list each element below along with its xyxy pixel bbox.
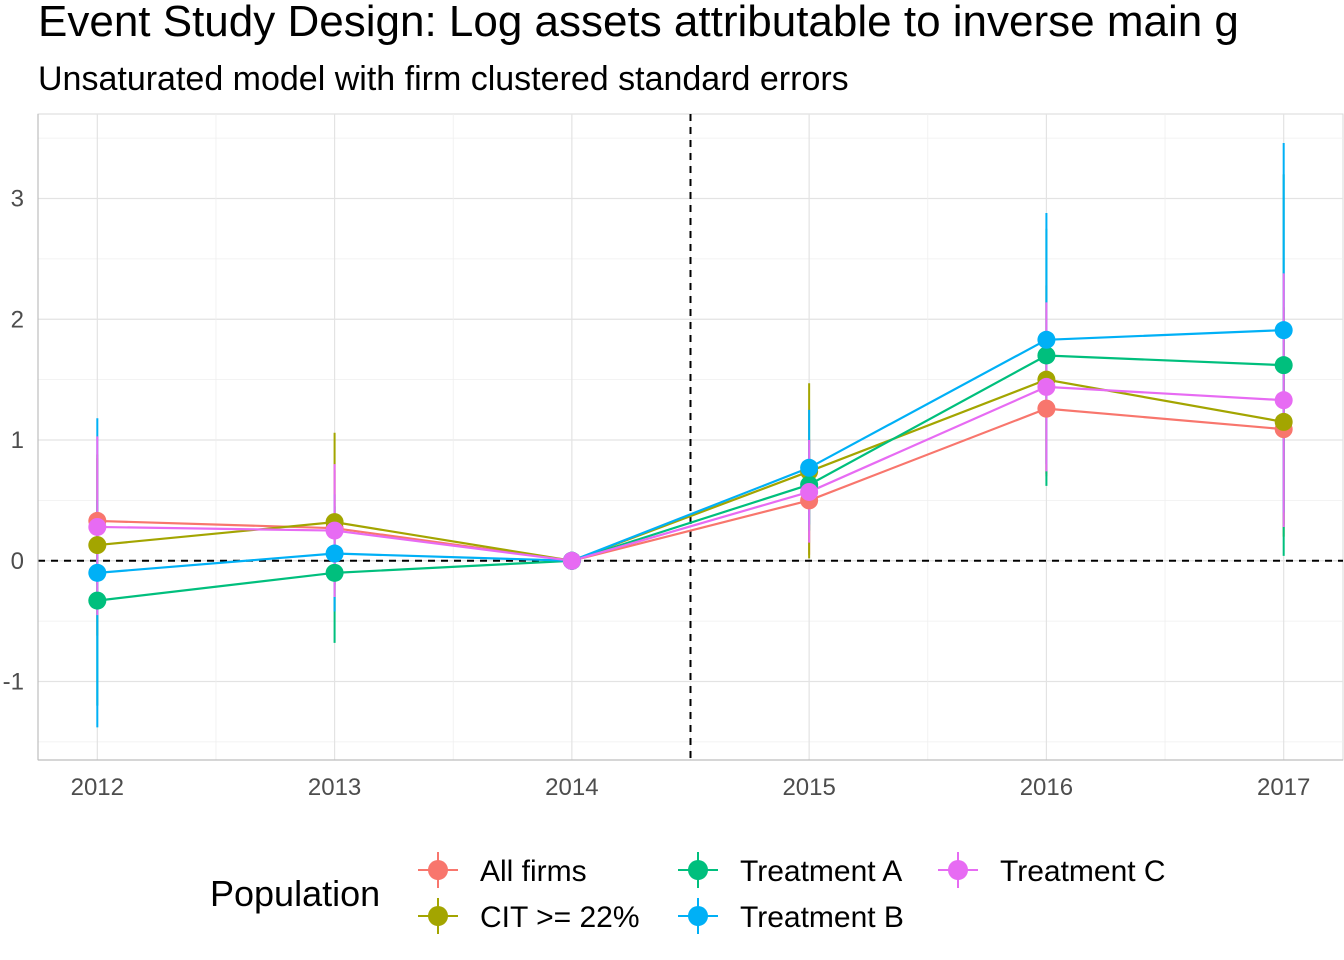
x-tick-label: 2013 xyxy=(308,774,361,801)
data-point xyxy=(1274,412,1293,431)
data-point xyxy=(1274,391,1293,410)
legend-label: Treatment C xyxy=(1000,855,1166,888)
legend-key-point xyxy=(688,860,708,880)
legend-item: Treatment B xyxy=(678,898,904,934)
legend-key-point xyxy=(428,906,448,926)
legend-item: All firms xyxy=(418,852,587,888)
x-tick-label: 2014 xyxy=(545,774,598,801)
y-tick-label: 3 xyxy=(11,186,24,213)
data-point xyxy=(325,521,344,540)
data-point xyxy=(1037,346,1056,365)
x-tick-label: 2012 xyxy=(71,774,124,801)
series-line xyxy=(97,385,1284,562)
legend-label: CIT >= 22% xyxy=(480,901,640,934)
series-points xyxy=(88,321,1293,610)
legend-title: Population xyxy=(210,873,380,914)
series-line xyxy=(97,378,1284,562)
series-line xyxy=(97,354,1284,602)
x-tick-label: 2015 xyxy=(782,774,835,801)
data-point xyxy=(800,482,819,501)
data-point xyxy=(88,563,107,582)
legend-items: All firms CIT >= 22% Treatment A Treatment … xyxy=(418,852,1166,934)
chart-subtitle: Unsaturated model with firm clustered st… xyxy=(38,60,849,98)
data-point xyxy=(1037,399,1056,418)
legend-item: CIT >= 22% xyxy=(418,898,640,934)
data-point xyxy=(1037,377,1056,396)
series-line xyxy=(97,329,1284,574)
legend-item: Treatment C xyxy=(938,852,1166,888)
data-point xyxy=(1274,356,1293,375)
data-point xyxy=(800,458,819,477)
legend-label: All firms xyxy=(480,855,587,888)
data-point xyxy=(88,536,107,555)
x-axis-ticks: 2012 2013 2014 2015 2016 2017 xyxy=(71,774,1311,801)
legend-label: Treatment B xyxy=(740,901,904,934)
data-point xyxy=(88,591,107,610)
x-tick-label: 2017 xyxy=(1257,774,1310,801)
data-point xyxy=(562,551,581,570)
legend-key-point xyxy=(428,860,448,880)
y-tick-label: -1 xyxy=(3,669,24,696)
chart-title: Event Study Design: Log assets attributa… xyxy=(38,0,1239,46)
reference-lines xyxy=(38,114,1343,760)
x-tick-label: 2016 xyxy=(1020,774,1073,801)
y-tick-label: 2 xyxy=(11,306,24,333)
data-point xyxy=(1274,321,1293,340)
legend-label: Treatment A xyxy=(740,855,902,888)
y-tick-label: 0 xyxy=(11,548,24,575)
data-point xyxy=(1037,330,1056,349)
series-lines xyxy=(97,329,1284,602)
legend-key-point xyxy=(948,860,968,880)
data-point xyxy=(325,563,344,582)
data-point xyxy=(88,517,107,536)
y-tick-label: 1 xyxy=(11,427,24,454)
y-axis-ticks: -1 0 1 2 3 xyxy=(3,186,24,696)
legend-key-point xyxy=(688,906,708,926)
data-point xyxy=(325,544,344,563)
axis-lines xyxy=(37,114,1343,761)
legend: Population All firms CIT >= 22% Treatment … xyxy=(210,852,1166,934)
legend-item: Treatment A xyxy=(678,852,902,888)
